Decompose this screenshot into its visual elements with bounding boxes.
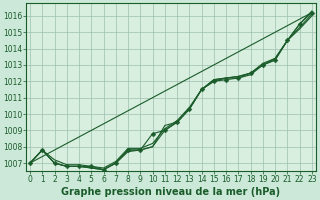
X-axis label: Graphe pression niveau de la mer (hPa): Graphe pression niveau de la mer (hPa) <box>61 187 281 197</box>
